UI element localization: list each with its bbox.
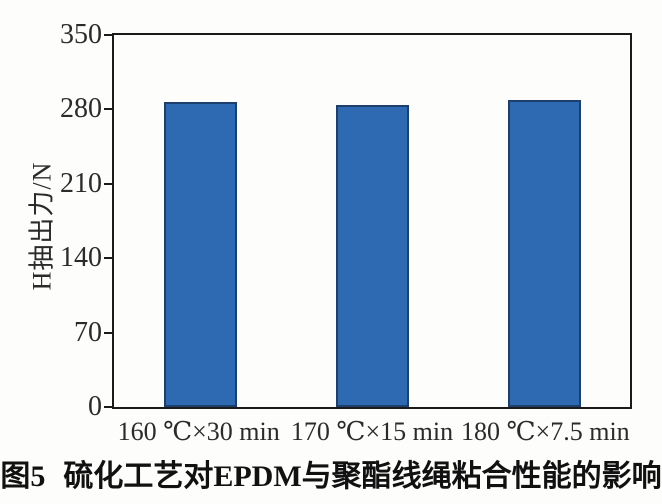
bar-3 [507,99,581,407]
x-axis-label-2: 170 ℃×15 min [290,417,454,446]
plot-area [112,33,632,409]
y-tick-mark [104,34,112,36]
y-tick-label: 280 [60,93,102,125]
y-tick-mark [104,257,112,260]
x-axis-label-1: 160 ℃×30 min [117,417,280,446]
x-axis-labels: 160 ℃×30 min 170 ℃×15 min 180 ℃×7.5 min [112,417,632,447]
y-tick-mark [104,182,112,185]
y-tick-mark [104,108,112,111]
figure-caption: 图5 硫化工艺对EPDM与聚酯线绳粘合性能的影响 [0,458,662,496]
y-tick-label: 210 [60,167,102,199]
figure-caption-label: 图5 [0,460,46,493]
y-tick-label: 0 [88,391,102,422]
y-tick-mark [104,331,112,334]
bar-1 [163,101,237,407]
x-axis-label-3: 180 ℃×7.5 min [460,417,630,446]
y-tick-mark [104,406,112,408]
y-tick-label: 350 [60,19,102,50]
bar-2 [335,105,409,407]
y-tick-label: 70 [74,316,102,348]
figure-caption-text: 硫化工艺对EPDM与聚酯线绳粘合性能的影响 [63,460,662,493]
y-tick-label: 140 [60,242,102,274]
